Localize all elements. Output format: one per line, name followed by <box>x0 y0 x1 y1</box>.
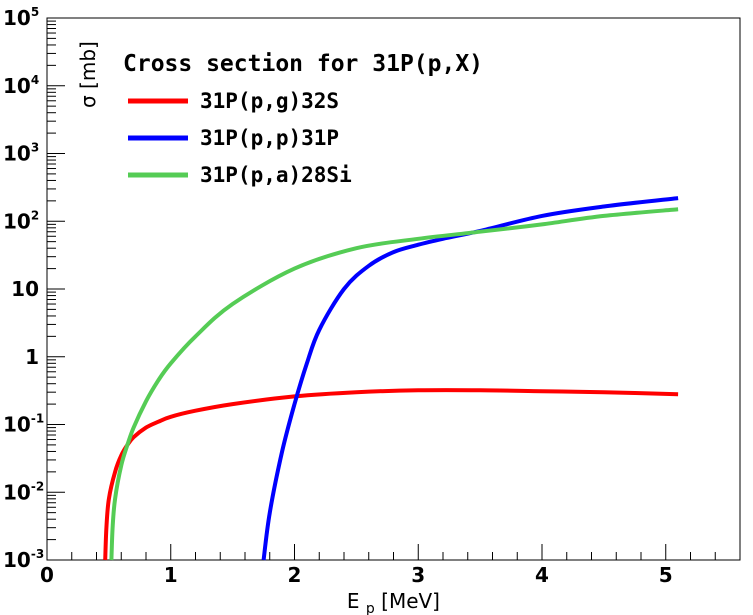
y-tick-base: 10 <box>3 74 31 98</box>
y-tick-base: 10 <box>3 6 31 30</box>
series-line-0 <box>103 388 679 561</box>
legend-label-0: 31P(p,g)32S <box>200 89 339 113</box>
x-axis-ticks: 0 1 2 3 4 5 <box>40 544 741 587</box>
x-axis-title-main: E <box>347 589 360 613</box>
y-tick-base: 10 <box>3 413 31 437</box>
legend-label-2: 31P(p,a)28Si <box>200 163 352 187</box>
legend-label-1: 31P(p,p)31P <box>200 126 339 150</box>
y-tick-exponent: -2 <box>31 479 44 493</box>
y-tick-base: 10 <box>3 548 31 572</box>
series-line-1 <box>261 196 679 561</box>
series-group <box>103 196 679 561</box>
x-tick-label: 3 <box>411 563 425 587</box>
y-tick-base: 1 <box>25 345 39 369</box>
x-axis-title-unit: [MeV] <box>381 589 440 613</box>
x-tick-label: 5 <box>659 563 673 587</box>
y-tick-label: 10-3 <box>3 547 44 572</box>
y-tick-exponent: 4 <box>31 73 39 87</box>
legend-entries: 31P(p,g)32S 31P(p,p)31P 31P(p,a)28Si <box>128 89 352 187</box>
x-axis-title-subscript: p <box>366 601 375 615</box>
y-tick-base: 10 <box>11 277 39 301</box>
x-tick-label: 2 <box>288 563 302 587</box>
y-tick-label: 105 <box>3 5 39 30</box>
y-tick-base: 10 <box>3 142 31 166</box>
x-tick-label: 1 <box>164 563 178 587</box>
y-tick-label: 1 <box>25 345 39 369</box>
y-tick-label: 102 <box>3 208 39 233</box>
y-tick-exponent: 2 <box>31 208 39 222</box>
y-tick-base: 10 <box>3 209 31 233</box>
y-tick-exponent: -1 <box>31 412 44 426</box>
y-tick-label: 10-1 <box>3 412 44 437</box>
y-tick-exponent: 5 <box>31 5 39 19</box>
y-tick-exponent: 3 <box>31 141 39 155</box>
y-tick-base: 10 <box>3 480 31 504</box>
series-line-2 <box>109 207 679 561</box>
chart-title: Cross section for 31P(p,X) <box>123 51 483 77</box>
y-tick-label: 103 <box>3 141 39 166</box>
y-tick-label: 104 <box>3 73 39 98</box>
y-tick-label: 10-2 <box>3 479 44 504</box>
y-tick-exponent: -3 <box>31 547 44 561</box>
x-tick-label: 0 <box>40 563 54 587</box>
y-tick-label: 10 <box>11 277 39 301</box>
x-axis-title: E p [MeV] <box>347 589 440 615</box>
y-axis-title: σ [mb] <box>76 41 100 108</box>
x-tick-label: 4 <box>535 563 549 587</box>
legend: Cross section for 31P(p,X) 31P(p,g)32S31… <box>123 51 483 187</box>
